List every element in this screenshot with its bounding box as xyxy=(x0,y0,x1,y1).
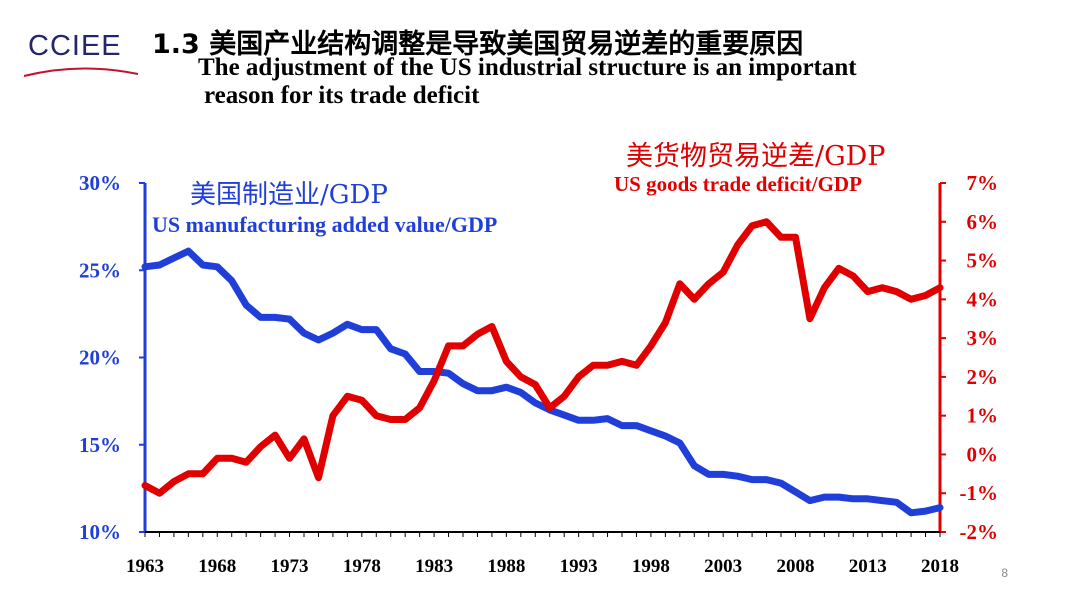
trade-deficit-series-label-en: US goods trade deficit/GDP xyxy=(614,172,862,196)
right-y-tick-label: -1% xyxy=(960,481,999,505)
left-y-tick-label: 15% xyxy=(79,433,121,457)
trade-deficit-series-line xyxy=(141,218,944,497)
manufacturing-series-label-en: US manufacturing added value/GDP xyxy=(152,212,498,237)
right-y-tick-label: -2% xyxy=(960,520,999,544)
trade-deficit-series-label-cn: 美货物贸易逆差/GDP xyxy=(626,141,886,172)
right-y-tick-label: 6% xyxy=(967,210,999,234)
x-tick-label: 2008 xyxy=(776,556,814,577)
right-y-tick-label: 1% xyxy=(967,404,999,428)
cciee-logo: CCIEE xyxy=(22,24,140,84)
x-tick-label: 2003 xyxy=(704,556,742,577)
x-tick-label: 1978 xyxy=(343,556,381,577)
x-tick-label: 1983 xyxy=(415,556,453,577)
slide-title-chinese: 1.3 美国产业结构调整是导致美国贸易逆差的重要原因 xyxy=(152,29,804,60)
x-tick-label: 1973 xyxy=(271,556,309,577)
logo-swoosh xyxy=(23,67,139,77)
left-y-tick-label: 10% xyxy=(79,520,121,544)
page-number: 8 xyxy=(1001,566,1008,580)
manufacturing-series-line xyxy=(141,247,944,517)
logo-text: CCIEE xyxy=(28,30,122,62)
x-tick-label: 1988 xyxy=(487,556,525,577)
right-y-tick-label: 2% xyxy=(967,365,999,389)
x-tick-label: 1963 xyxy=(126,556,164,577)
left-y-tick-label: 30% xyxy=(79,171,121,195)
right-y-tick-label: 5% xyxy=(967,249,999,273)
x-tick-label: 2018 xyxy=(921,556,959,577)
manufacturing-series-label-cn: 美国制造业/GDP xyxy=(190,180,388,210)
x-tick-label: 1993 xyxy=(560,556,598,577)
right-y-tick-label: 0% xyxy=(967,442,999,466)
x-tick-label: 1968 xyxy=(198,556,236,577)
left-y-tick-label: 20% xyxy=(79,346,121,370)
right-y-tick-label: 4% xyxy=(967,287,999,311)
x-tick-label: 1998 xyxy=(632,556,670,577)
right-y-tick-label: 3% xyxy=(967,326,999,350)
title-en-line-2: reason for its trade deficit xyxy=(204,82,480,109)
left-y-tick-label: 25% xyxy=(79,258,121,282)
x-tick-label: 2013 xyxy=(849,556,887,577)
slide-title-english: The adjustment of the US industrial stru… xyxy=(198,54,998,110)
right-y-tick-label: 7% xyxy=(967,171,999,195)
title-en-line-1: The adjustment of the US industrial stru… xyxy=(198,54,857,81)
